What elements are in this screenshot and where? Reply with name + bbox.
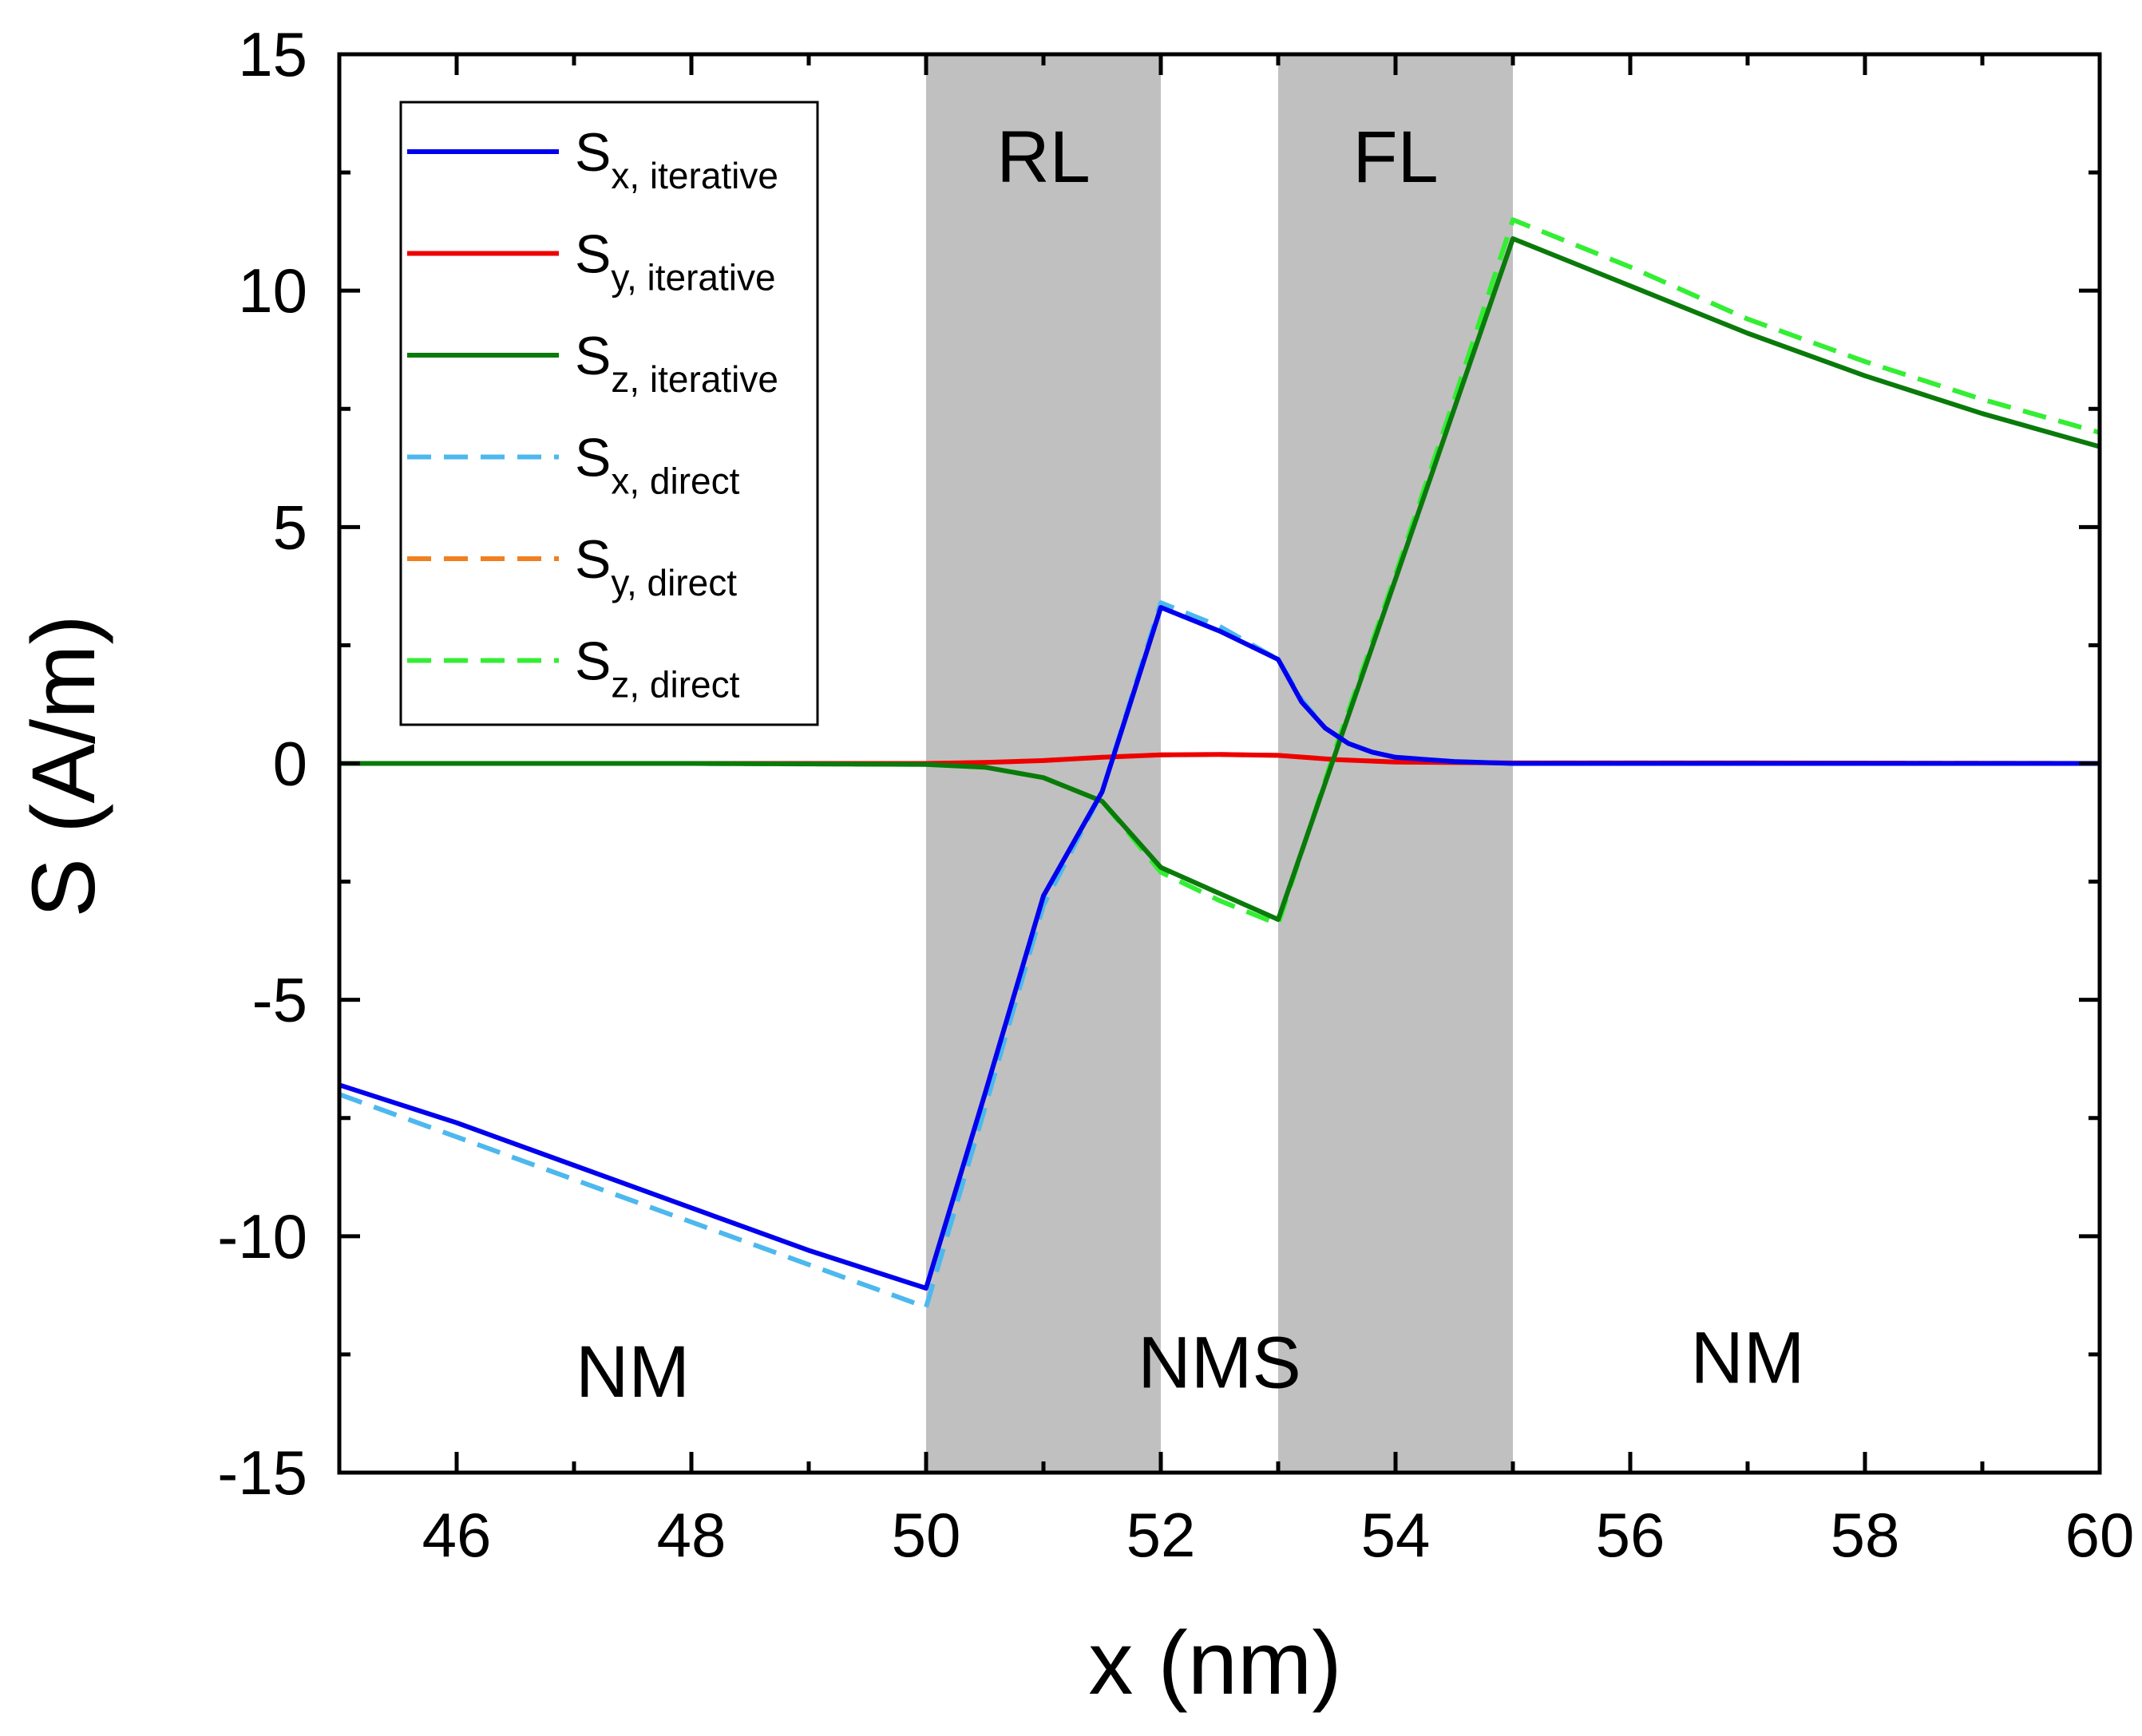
- legend-label-main: S: [575, 326, 611, 386]
- x-tick-label: 48: [657, 1500, 727, 1570]
- legend-label: Sx, iterative: [575, 122, 778, 196]
- legend-label: Sz, direct: [575, 631, 740, 706]
- y-tick-label: 15: [238, 19, 307, 89]
- legend-label-main: S: [575, 122, 611, 183]
- y-tick-label: -15: [217, 1437, 307, 1508]
- legend-label: Sx, direct: [575, 428, 740, 502]
- x-tick-label: 60: [2065, 1500, 2135, 1570]
- region-annotation-nms: NMS: [1138, 1322, 1301, 1403]
- y-tick-label: -10: [217, 1201, 307, 1271]
- region-label-fl: FL: [1352, 117, 1438, 198]
- x-tick-label: 58: [1831, 1500, 1900, 1570]
- axis-ticks: [337, 52, 2102, 1475]
- y-tick-label: -5: [252, 965, 307, 1035]
- legend-label-sub: x, iterative: [611, 155, 778, 196]
- legend-label: Sy, direct: [575, 529, 737, 603]
- legend-label-sub: z, direct: [611, 664, 739, 706]
- legend-box: [399, 101, 819, 726]
- y-tick-label: 0: [273, 729, 307, 799]
- legend-label-sub: y, direct: [611, 562, 737, 603]
- legend-label-main: S: [575, 529, 611, 590]
- x-tick-label: 50: [892, 1500, 961, 1570]
- y-tick-label: 5: [273, 492, 307, 562]
- x-tick-label: 46: [422, 1500, 492, 1570]
- region-label-rl: RL: [996, 117, 1091, 198]
- legend-label-sub: z, iterative: [611, 358, 778, 400]
- legend-label-main: S: [575, 631, 611, 692]
- series-layer: [338, 217, 2100, 1310]
- legend-label-main: S: [575, 224, 611, 285]
- series-x-iterative: [339, 605, 2100, 1291]
- legend-label-sub: x, direct: [611, 461, 739, 502]
- region-annotations: RL FL NM NMS NM: [576, 117, 1805, 1413]
- legend-label: Sy, iterative: [575, 224, 776, 299]
- x-tick-label: 52: [1126, 1500, 1196, 1570]
- region-annotation-nm: NM: [576, 1331, 690, 1413]
- legend-label-main: S: [575, 428, 611, 488]
- region-annotation-nm: NM: [1690, 1317, 1804, 1398]
- x-tick-label: 56: [1596, 1500, 1665, 1570]
- x-axis-title: x (nm): [1088, 1613, 1341, 1713]
- legend-label-sub: y, iterative: [611, 257, 775, 299]
- y-axis-title: S (A/m): [14, 615, 113, 918]
- x-tick-label: 54: [1361, 1500, 1431, 1570]
- legend-label: Sz, iterative: [575, 326, 778, 400]
- y-tick-label: 10: [238, 255, 307, 326]
- tick-labels: 46 48 50 52 54 56 58 60 -15 -10 -5 0 5 10 15: [217, 19, 2134, 1570]
- series-z-iterative: [339, 236, 2100, 922]
